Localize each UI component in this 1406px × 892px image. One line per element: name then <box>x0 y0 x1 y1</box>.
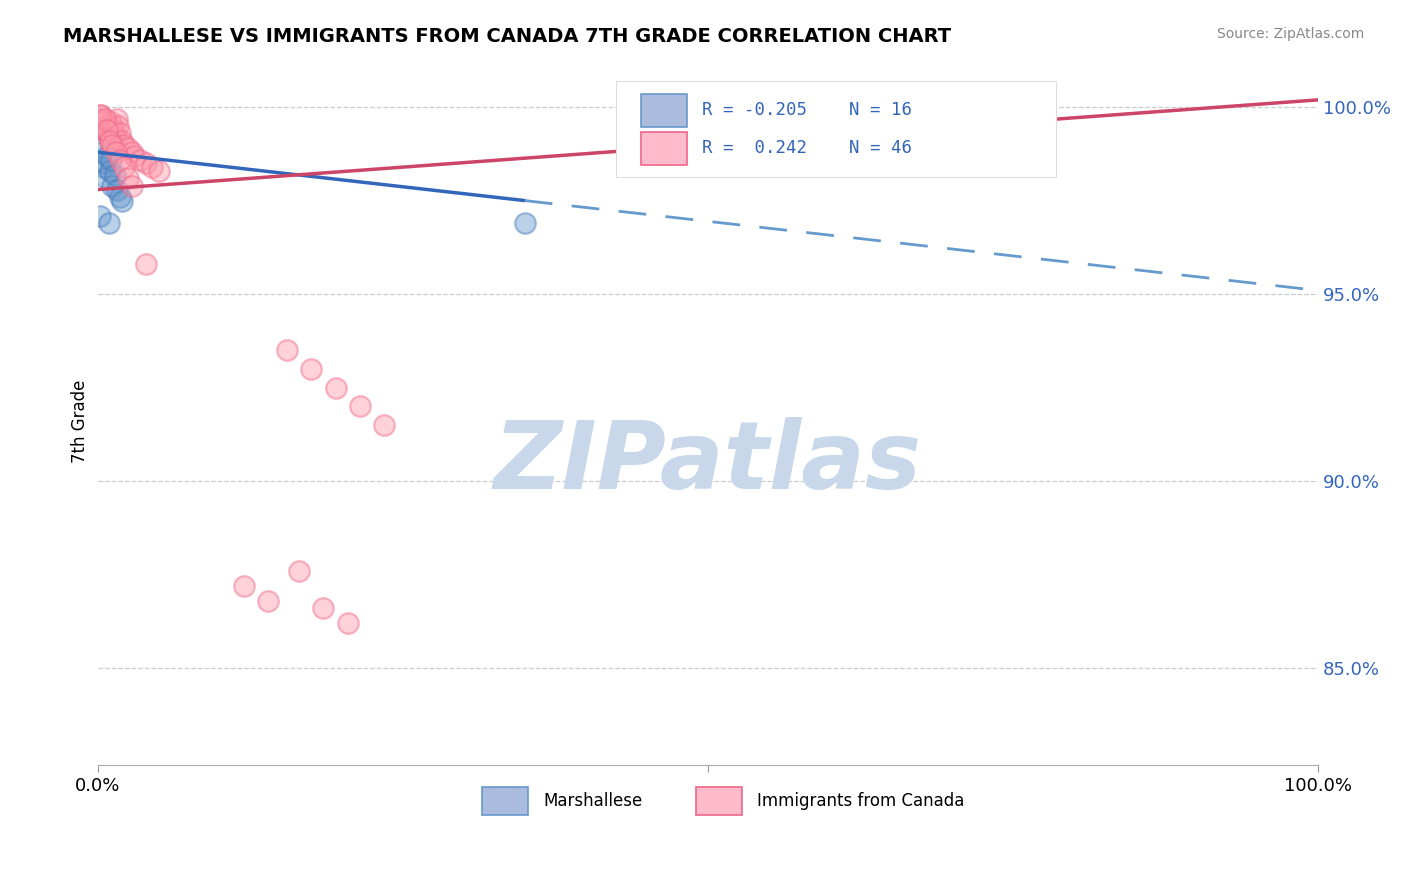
Point <box>104 168 127 182</box>
FancyBboxPatch shape <box>616 81 1056 178</box>
Point <box>96 122 118 136</box>
Text: Marshallese: Marshallese <box>543 792 643 810</box>
Point <box>89 108 111 122</box>
Point <box>111 134 134 148</box>
Point <box>94 122 117 136</box>
FancyBboxPatch shape <box>696 787 742 814</box>
Point <box>117 141 139 155</box>
Point <box>325 381 347 395</box>
Point <box>135 257 157 271</box>
Point <box>98 134 121 148</box>
Point <box>112 160 135 174</box>
Point <box>94 112 117 126</box>
Point <box>141 160 163 174</box>
Point <box>108 190 131 204</box>
Text: ZIPatlas: ZIPatlas <box>494 417 922 508</box>
Point <box>97 130 120 145</box>
Point <box>111 194 134 208</box>
Point <box>94 156 117 170</box>
Point <box>104 145 127 160</box>
Point <box>349 400 371 414</box>
Point <box>299 362 322 376</box>
Point <box>105 112 128 126</box>
Point <box>513 216 536 230</box>
Point <box>98 134 121 148</box>
Point <box>104 127 127 141</box>
Point <box>101 137 124 152</box>
Point <box>90 122 112 136</box>
Point <box>98 164 121 178</box>
Point <box>104 130 127 145</box>
Point <box>90 108 112 122</box>
Y-axis label: 7th Grade: 7th Grade <box>72 380 89 463</box>
Point <box>96 127 118 141</box>
Point <box>135 156 157 170</box>
Point <box>101 119 124 133</box>
Point <box>257 593 280 607</box>
FancyBboxPatch shape <box>641 94 688 127</box>
Point <box>103 122 125 136</box>
Text: MARSHALLESE VS IMMIGRANTS FROM CANADA 7TH GRADE CORRELATION CHART: MARSHALLESE VS IMMIGRANTS FROM CANADA 7T… <box>63 27 952 45</box>
Point <box>276 343 298 358</box>
Point <box>336 616 359 631</box>
Point <box>107 119 129 133</box>
Point <box>100 115 122 129</box>
Point <box>108 127 131 141</box>
Point <box>233 579 256 593</box>
Point <box>121 178 143 193</box>
Point <box>96 149 118 163</box>
Point <box>101 178 124 193</box>
Point <box>121 145 143 160</box>
Point <box>93 160 115 174</box>
Point <box>94 171 117 186</box>
Point <box>373 417 395 432</box>
Point <box>312 601 335 615</box>
Point <box>100 153 122 167</box>
Text: Source: ZipAtlas.com: Source: ZipAtlas.com <box>1216 27 1364 41</box>
Point <box>117 171 139 186</box>
Point <box>129 153 152 167</box>
Point <box>122 149 145 163</box>
Point <box>108 153 131 167</box>
Point <box>91 112 114 126</box>
Text: Immigrants from Canada: Immigrants from Canada <box>756 792 965 810</box>
FancyBboxPatch shape <box>482 787 529 814</box>
Point <box>105 183 128 197</box>
Point <box>288 564 311 578</box>
Point <box>94 119 117 133</box>
Text: R =  0.242    N = 46: R = 0.242 N = 46 <box>702 139 911 157</box>
Point <box>89 209 111 223</box>
Text: R = -0.205    N = 16: R = -0.205 N = 16 <box>702 101 911 119</box>
FancyBboxPatch shape <box>641 132 688 165</box>
Point <box>97 216 120 230</box>
Point <box>112 137 135 152</box>
Point <box>93 115 115 129</box>
Point <box>148 164 170 178</box>
Point <box>91 145 114 160</box>
